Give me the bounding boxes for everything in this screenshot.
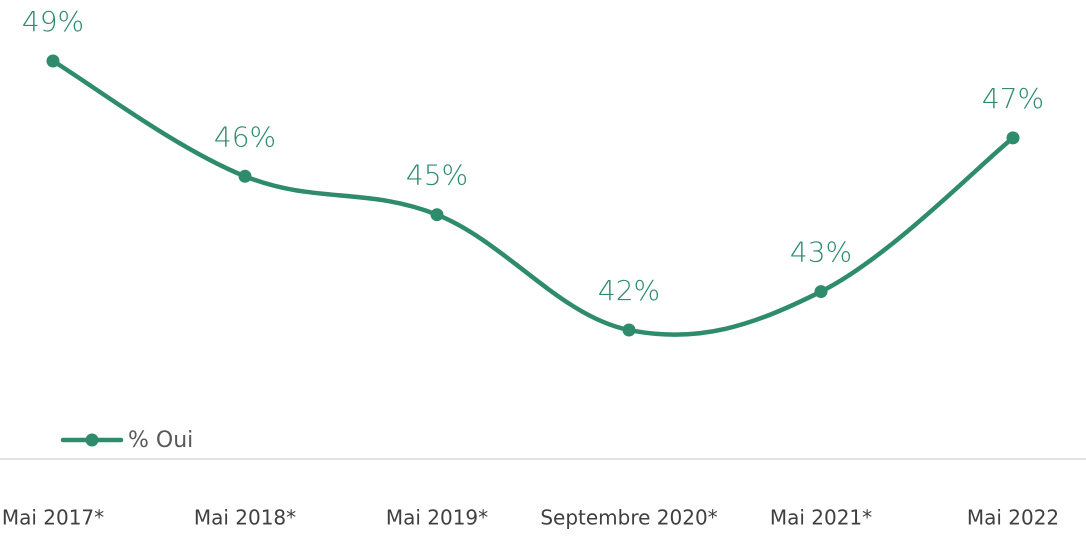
value-label: 43% — [790, 236, 852, 269]
value-label: 45% — [406, 159, 468, 192]
value-label: 42% — [598, 274, 660, 307]
x-tick-label: Mai 2019* — [386, 506, 488, 530]
x-tick-label: Mai 2017* — [2, 506, 104, 530]
point — [238, 169, 252, 183]
point — [46, 54, 60, 68]
value-label: 49% — [22, 5, 84, 38]
point — [430, 208, 444, 222]
x-tick-label: Mai 2022 — [967, 506, 1059, 530]
value-label: 46% — [214, 120, 276, 153]
x-tick-label: Mai 2018* — [194, 506, 296, 530]
series-line — [50, 58, 1016, 337]
point — [622, 323, 636, 337]
legend-label: % Oui — [128, 428, 193, 453]
x-tick-label: Mai 2021* — [770, 506, 872, 530]
point — [1006, 131, 1020, 145]
point — [814, 285, 828, 299]
value-label: 47% — [982, 82, 1044, 115]
x-tick-label: Septembre 2020* — [540, 506, 717, 530]
legend-marker — [85, 433, 99, 447]
